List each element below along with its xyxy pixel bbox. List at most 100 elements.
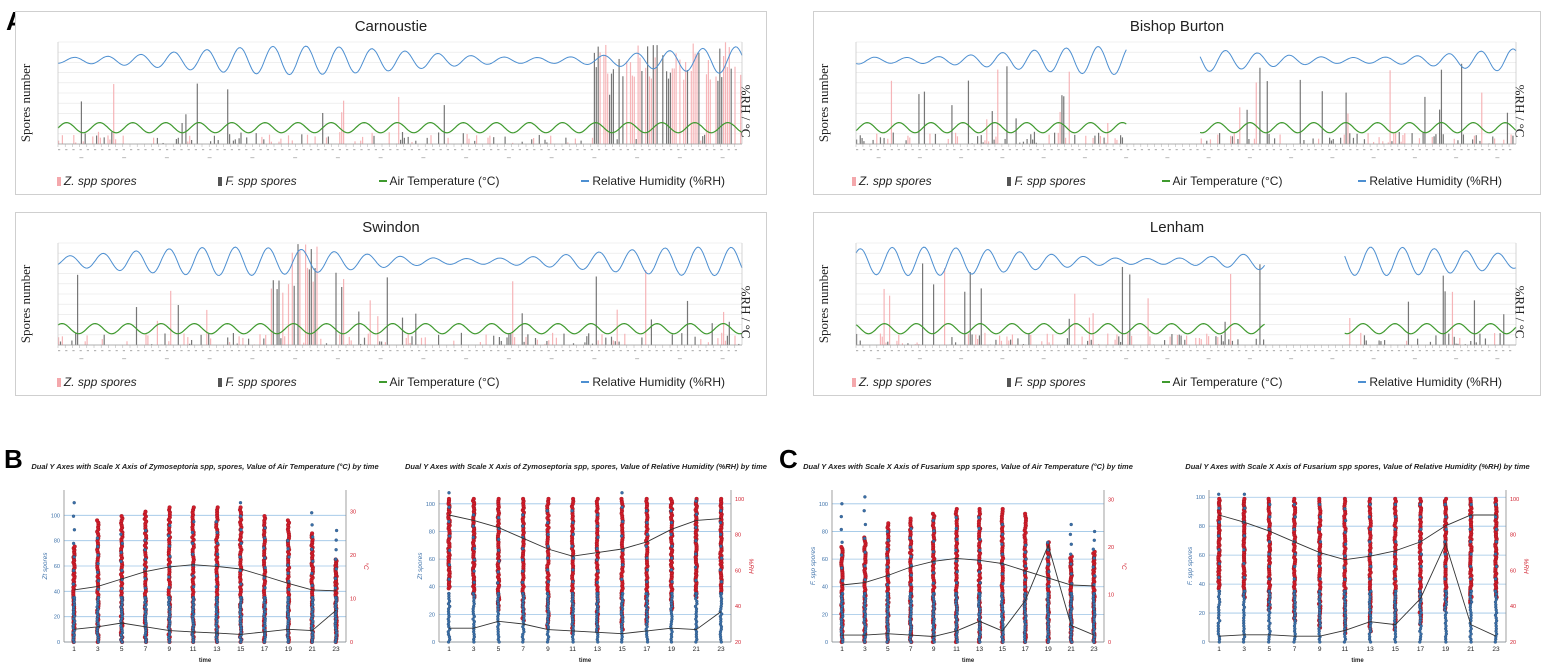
date-tick-mark	[912, 149, 914, 150]
spore-point	[1242, 595, 1245, 598]
fusarium-bar	[1263, 339, 1264, 345]
spore-point	[571, 592, 574, 595]
spore-point	[240, 542, 243, 545]
fusarium-bar	[681, 333, 682, 345]
date-tick-mark	[101, 149, 103, 150]
spore-point	[310, 511, 313, 514]
zymo-bar	[630, 62, 631, 144]
y-tick-label-right: 20	[1108, 545, 1114, 551]
zymo-bar	[1404, 133, 1405, 144]
zymo-bar	[626, 61, 627, 144]
y-tick-label-left: 0	[825, 640, 828, 646]
zymo-bar	[696, 54, 697, 144]
spore-point	[979, 538, 982, 541]
spore-point	[694, 526, 697, 529]
spore-point	[1293, 627, 1296, 630]
date-tick-mark	[490, 350, 492, 351]
spore-point	[671, 592, 674, 595]
legend-temperature: Air Temperature (°C)	[379, 375, 500, 389]
fusarium-bar	[1366, 340, 1367, 345]
zymo-bar	[649, 76, 650, 144]
humidity-temp-point	[168, 506, 172, 510]
month-tick-mark	[165, 358, 169, 359]
spore-point	[1293, 617, 1296, 620]
zymo-bar	[168, 341, 169, 345]
y-tick-label-right: 30	[350, 510, 356, 516]
humidity-temp-point	[286, 519, 290, 523]
spore-point	[932, 582, 935, 585]
date-tick-mark	[870, 350, 872, 351]
month-tick-mark	[1207, 358, 1211, 359]
date-tick-mark	[202, 149, 204, 150]
spore-point	[596, 525, 599, 528]
spore-point	[263, 596, 266, 599]
fusarium-bar	[1353, 138, 1354, 144]
date-tick-mark	[1474, 149, 1476, 150]
humidity-temp-point	[216, 506, 220, 510]
date-tick-mark	[195, 350, 197, 351]
date-tick-mark	[641, 149, 643, 150]
month-tick-mark	[1330, 358, 1334, 359]
zymo-bar	[1474, 136, 1475, 144]
fusarium-bar	[535, 338, 536, 345]
date-tick-mark	[713, 350, 715, 351]
fusarium-bar	[636, 139, 637, 144]
spore-point	[1268, 565, 1271, 568]
date-tick-mark	[519, 149, 521, 150]
date-tick-mark	[108, 149, 110, 150]
date-tick-mark	[1203, 149, 1205, 150]
fusarium-bar	[1476, 135, 1477, 144]
date-tick-mark	[1092, 149, 1094, 150]
fusarium-bar	[208, 334, 209, 345]
fusarium-bar	[1441, 70, 1442, 144]
date-tick-mark	[856, 149, 858, 150]
fusarium-bar	[1181, 336, 1182, 345]
date-tick-mark	[995, 149, 997, 150]
date-tick-mark	[1023, 149, 1025, 150]
spore-point	[1293, 593, 1296, 596]
date-tick-mark	[1196, 149, 1198, 150]
zymo-bar	[1116, 334, 1117, 345]
date-tick-mark	[1433, 149, 1435, 150]
fusarium-bar	[263, 338, 264, 345]
spore-point	[472, 536, 475, 539]
x-tick-label: 21	[693, 646, 701, 653]
humidity-temp-point	[1267, 497, 1271, 501]
spore-point	[1024, 544, 1027, 547]
spore-point	[168, 576, 171, 579]
y-tick-label-left: 100	[51, 513, 60, 519]
fusarium-bar	[977, 136, 978, 144]
spore-point	[143, 567, 146, 570]
date-tick-mark	[468, 350, 470, 351]
date-tick-mark	[80, 350, 82, 351]
fusarium-bar	[1364, 139, 1365, 144]
date-tick-mark	[418, 149, 420, 150]
spore-point	[497, 592, 500, 595]
zymo-bar	[280, 139, 281, 144]
spore-point	[1267, 601, 1270, 604]
date-tick-mark	[1016, 149, 1018, 150]
zymo-bar	[341, 112, 342, 144]
spore-point	[1242, 601, 1245, 604]
legend: Z. spp spores F. spp spores Air Temperat…	[814, 174, 1540, 188]
date-tick-mark	[1196, 350, 1198, 351]
zymo-bar	[700, 141, 701, 144]
date-tick-mark	[1447, 149, 1449, 150]
zymo-bar	[691, 71, 692, 144]
spore-point	[1242, 593, 1245, 596]
date-tick-mark	[332, 149, 334, 150]
spore-point	[719, 533, 722, 536]
date-tick-mark	[1224, 149, 1226, 150]
date-tick-mark	[684, 149, 686, 150]
date-tick-mark	[504, 149, 506, 150]
zymo-bar	[1186, 336, 1187, 345]
spore-point	[1293, 590, 1296, 593]
zymo-bar	[710, 79, 711, 144]
date-tick-mark	[72, 149, 74, 150]
x-tick-label: 23	[717, 646, 725, 653]
spore-point	[1024, 551, 1027, 554]
fusarium-bar	[474, 141, 475, 144]
x-axis-label: time	[199, 658, 212, 664]
zymo-bar	[676, 53, 677, 144]
spore-point	[932, 519, 935, 522]
